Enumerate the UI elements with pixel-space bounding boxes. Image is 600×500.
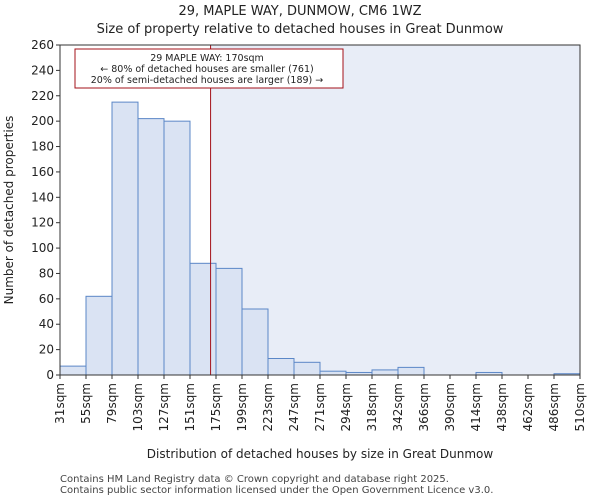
- annotation-line-1: 29 MAPLE WAY: 170sqm: [150, 53, 264, 64]
- x-tick-label: 342sqm: [391, 383, 405, 431]
- bar-199sqm: [241, 308, 269, 376]
- x-tick-label: 127sqm: [157, 383, 171, 431]
- y-tick-label: 100: [31, 241, 54, 255]
- bars-group: [59, 101, 581, 376]
- y-tick-label: 40: [39, 317, 54, 331]
- bar-318sqm: [371, 369, 399, 376]
- y-axis-label: Number of detached properties: [2, 116, 16, 305]
- annotation-line-3: 20% of semi-detached houses are larger (…: [91, 75, 324, 86]
- x-tick-label: 55sqm: [79, 383, 93, 424]
- bar-271sqm: [319, 370, 347, 376]
- x-axis-label: Distribution of detached houses by size …: [147, 447, 494, 461]
- y-tick-label: 240: [31, 63, 54, 77]
- y-tick-label: 0: [46, 368, 54, 382]
- x-tick-label: 318sqm: [365, 383, 379, 431]
- y-tick-label: 260: [31, 38, 54, 52]
- y-tick-label: 60: [39, 292, 54, 306]
- x-tick-label: 247sqm: [287, 383, 301, 431]
- y-tick-label: 20: [39, 343, 54, 357]
- y-tick-label: 140: [31, 190, 54, 204]
- y-tick-label: 200: [31, 114, 54, 128]
- y-tick-label: 120: [31, 216, 54, 230]
- bar-103sqm: [137, 118, 165, 376]
- x-tick-label: 366sqm: [417, 383, 431, 431]
- footer-line-1: Contains HM Land Registry data © Crown c…: [60, 474, 449, 485]
- y-tick-label: 160: [31, 165, 54, 179]
- bar-342sqm: [397, 366, 425, 376]
- y-tick-label: 220: [31, 89, 54, 103]
- x-tick-label: 390sqm: [443, 383, 457, 431]
- bar-79sqm: [111, 101, 139, 376]
- x-tick-label: 175sqm: [209, 383, 223, 431]
- x-tick-label: 103sqm: [131, 383, 145, 431]
- x-tick-label: 151sqm: [183, 383, 197, 431]
- bar-127sqm: [163, 120, 191, 376]
- x-tick-label: 510sqm: [573, 383, 587, 431]
- x-tick-label: 31sqm: [53, 383, 67, 424]
- x-tick-label: 271sqm: [313, 383, 327, 431]
- x-tick-label: 294sqm: [339, 383, 353, 431]
- x-tick-label: 486sqm: [547, 383, 561, 431]
- footer-line-2: Contains public sector information licen…: [60, 485, 494, 496]
- annotation-box: 29 MAPLE WAY: 170sqm ← 80% of detached h…: [74, 48, 344, 89]
- x-tick-label: 199sqm: [235, 383, 249, 431]
- chart-subtitle: Size of property relative to detached ho…: [97, 22, 504, 37]
- y-axis: 0 20 40 60 80 100 120 140 160 180 200 220 240 260: [31, 38, 60, 382]
- plot-frame: [59, 44, 581, 376]
- y-tick-label: 180: [31, 140, 54, 154]
- chart-title: 29, MAPLE WAY, DUNMOW, CM6 1WZ: [178, 4, 421, 19]
- bar-223sqm: [267, 358, 295, 376]
- x-tick-label: 414sqm: [469, 383, 483, 431]
- highlight-region: [210, 45, 581, 375]
- bar-31sqm: [59, 365, 87, 376]
- bar-175sqm: [215, 267, 243, 376]
- bar-247sqm: [293, 361, 321, 376]
- x-tick-label: 79sqm: [105, 383, 119, 424]
- x-tick-label: 462sqm: [521, 383, 535, 431]
- x-tick-label: 438sqm: [495, 383, 509, 431]
- bar-151sqm: [189, 262, 217, 376]
- annotation-line-2: ← 80% of detached houses are smaller (76…: [100, 64, 313, 75]
- x-axis: 31sqm 55sqm 79sqm 103sqm 127sqm 151sqm 175sqm 1…: [53, 375, 587, 431]
- y-tick-label: 80: [39, 266, 54, 280]
- x-tick-label: 223sqm: [261, 383, 275, 431]
- bar-55sqm: [85, 295, 113, 376]
